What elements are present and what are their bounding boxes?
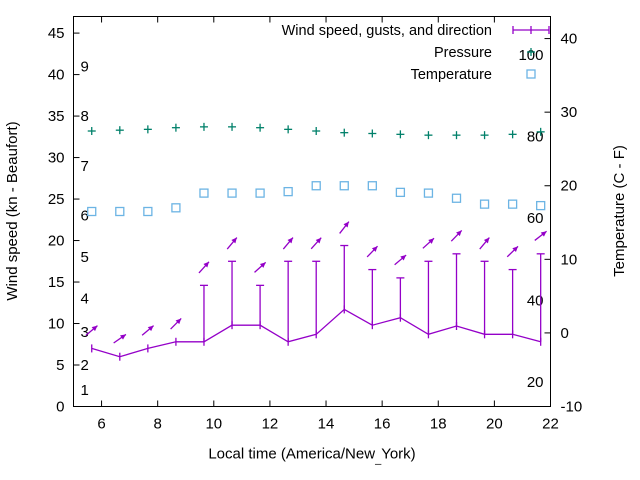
wind-direction-arrowhead	[259, 262, 266, 268]
wind-direction-arrowhead	[315, 237, 322, 244]
y2-tick-label: 40	[561, 31, 578, 48]
temperature-marker	[536, 200, 546, 211]
x-axis-title: Local time (America/New_York)	[208, 446, 415, 466]
y2-tick-label: -10	[561, 399, 583, 416]
x-tick-label: 14	[318, 416, 335, 433]
wind-direction-arrowhead	[175, 318, 182, 325]
temperature-marker	[479, 199, 490, 209]
y-tick-label: 15	[48, 274, 65, 291]
x-tick-label: 10	[205, 416, 222, 433]
y-tick-label: 20	[48, 233, 65, 250]
wind-direction-arrowhead	[371, 246, 378, 252]
y2-tick-label: 0	[561, 325, 569, 342]
y2-tick-label: 30	[561, 104, 578, 121]
x-tick-label: 16	[374, 416, 391, 433]
wind-direction-arrowhead	[512, 246, 519, 253]
temperature-marker	[395, 187, 406, 198]
x-tick-label: 18	[430, 416, 447, 433]
y-tick-label: 45	[48, 25, 65, 42]
x-tick-label: 12	[262, 416, 279, 433]
temperature-marker	[171, 203, 181, 213]
wind-direction-arrowhead	[203, 261, 209, 268]
wind-direction-arrowhead	[287, 237, 293, 244]
y-tick-label: 0	[56, 399, 64, 416]
wind-direction-arrowhead	[400, 255, 407, 261]
temperature-marker	[255, 188, 265, 198]
legend-square-sample	[526, 69, 536, 79]
plot-frame	[73, 16, 551, 407]
wind-direction-arrowhead	[483, 237, 490, 244]
beaufort-label: 8	[81, 108, 89, 125]
wind-direction-arrowhead	[428, 238, 435, 244]
x-tick-label: 20	[486, 416, 503, 433]
beaufort-label: 2	[81, 357, 89, 374]
legend-label-1: Pressure	[434, 45, 492, 61]
wind-direction-arrowhead	[91, 325, 98, 332]
beaufort-label: 7	[81, 158, 89, 175]
temperature-marker	[199, 188, 209, 198]
x-tick-label: 6	[97, 416, 105, 433]
beaufort-label: 5	[81, 249, 89, 266]
y-tick-label: 5	[56, 357, 64, 374]
beaufort-label: 1	[81, 382, 89, 399]
temperature-marker	[339, 181, 349, 191]
temperature-marker	[423, 188, 434, 198]
y-tick-label: 10	[48, 316, 65, 333]
y-tick-label: 25	[48, 191, 65, 208]
y2-tick-label: 10	[561, 251, 578, 268]
fahrenheit-label: 20	[527, 374, 544, 391]
y-tick-label: 30	[48, 150, 65, 167]
fahrenheit-label: 40	[527, 293, 544, 310]
wind-direction-arrowhead	[231, 237, 237, 244]
y2-axis-title: Temperature (C - F)	[611, 145, 628, 277]
temperature-marker	[87, 206, 97, 217]
temperature-marker	[451, 193, 462, 203]
temperature-marker	[143, 206, 153, 217]
y-axis-title: Wind speed (kn - Beaufort)	[4, 121, 21, 300]
wind-direction-arrowhead	[147, 325, 154, 332]
legend-label-0: Wind speed, gusts, and direction	[282, 23, 492, 39]
x-tick-label: 22	[542, 416, 559, 433]
wind-direction-arrowhead	[540, 231, 547, 237]
beaufort-label: 4	[81, 291, 89, 308]
y-tick-label: 35	[48, 108, 65, 125]
beaufort-label: 9	[81, 58, 89, 75]
temperature-marker	[283, 186, 293, 197]
temperature-marker	[367, 181, 377, 191]
temperature-marker	[227, 188, 237, 198]
temperature-marker	[115, 206, 125, 217]
wind-direction-arrowhead	[343, 221, 349, 228]
temperature-marker	[507, 199, 518, 209]
fahrenheit-label: 60	[527, 210, 544, 227]
temperature-marker	[311, 181, 321, 191]
wind-direction-arrowhead	[456, 230, 462, 237]
y-tick-label: 40	[48, 67, 65, 84]
beaufort-label: 3	[81, 324, 89, 341]
x-tick-label: 8	[154, 416, 162, 433]
wind-direction-arrowhead	[120, 334, 126, 340]
fahrenheit-label: 80	[527, 128, 544, 145]
legend-label-2: Temperature	[411, 67, 492, 83]
y2-tick-label: 20	[561, 178, 578, 195]
beaufort-label: 6	[81, 208, 89, 225]
